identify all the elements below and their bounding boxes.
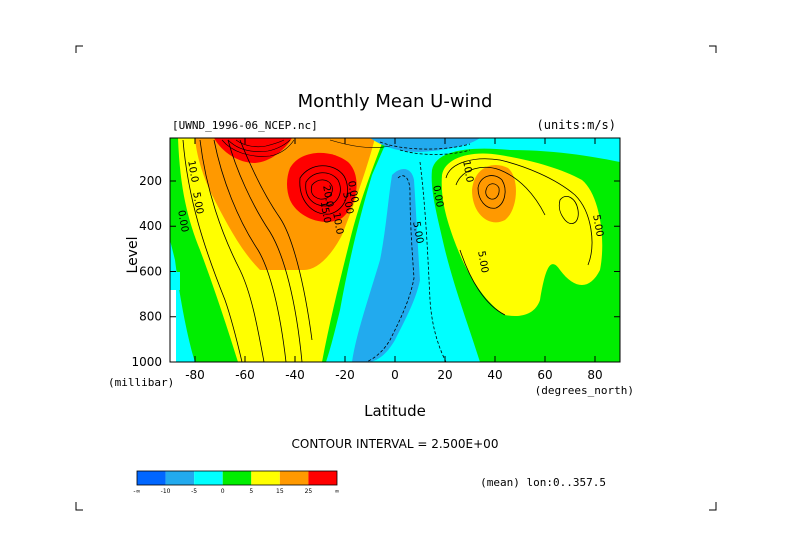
x-tick-label: -40 [285, 368, 305, 382]
contour-labels: 10.05.000.0020.015.010.05.000.005.000.00… [175, 160, 605, 274]
x-tick-label: -80 [185, 368, 205, 382]
x-tick-label: -20 [335, 368, 355, 382]
contour-interval: CONTOUR INTERVAL = 2.500E+00 [292, 437, 499, 451]
contour-label: 10.0 [460, 160, 475, 184]
x-axis-label: Latitude [364, 402, 426, 420]
colorbar-swatch [222, 471, 252, 485]
y-axis: 200 400 600 800 1000 [131, 174, 620, 369]
mean-note: (mean) lon:0..357.5 [480, 476, 606, 489]
colorbar-swatch [194, 471, 223, 485]
colorbar-label: -5 [191, 488, 197, 495]
chart-title: Monthly Mean U-wind [298, 91, 493, 112]
x-tick-label: 40 [487, 368, 502, 382]
y-tick-label: 1000 [131, 355, 162, 369]
x-tick-label: 60 [537, 368, 552, 382]
contour-label: 15.0 [318, 200, 333, 224]
x-axis-units: (degrees_north) [535, 384, 634, 397]
y-tick-label: 800 [139, 310, 162, 324]
contour-negative-isolines [365, 141, 471, 362]
band-minus-5-tropics [352, 168, 420, 362]
colorbar-label: 25 [305, 488, 313, 495]
contour-label: 20.0 [320, 184, 335, 208]
colorbar-frame [136, 470, 338, 486]
y-tick-label: 400 [139, 219, 162, 233]
corner-marks [75, 45, 717, 511]
y-axis-units: (millibar) [108, 376, 174, 389]
x-tick-label: 80 [587, 368, 602, 382]
contour-label: 0.00 [345, 180, 360, 204]
colorbar-swatch [308, 471, 337, 485]
colorbar-swatch [137, 471, 166, 485]
colorbar-label: 15 [276, 488, 284, 495]
colorbar-label: 5 [249, 488, 253, 495]
x-tick-label: 20 [437, 368, 452, 382]
missing-data [170, 288, 176, 362]
colorbar: -∞ -10 -5 0 5 15 25 ∞ [133, 470, 340, 495]
colorbar-swatch [279, 471, 309, 485]
contour-label: 10.0 [185, 160, 200, 184]
units-label: (units:m/s) [537, 118, 616, 132]
x-tick-label: 0 [391, 368, 399, 382]
x-tick-label: -60 [235, 368, 255, 382]
upper-dense-contours [221, 139, 391, 157]
colorbar-label: -10 [161, 488, 171, 495]
band-over-25-jet [287, 152, 357, 222]
missing-data-edge [170, 272, 180, 290]
colorbar-label: -∞ [133, 488, 140, 495]
x-axis: -80 -60 -40 -20 0 20 40 60 80 [185, 138, 603, 382]
contour-field [170, 138, 620, 362]
dataset-label: [UWND_1996-06_NCEP.nc] [172, 119, 318, 132]
colorbar-swatch [165, 471, 195, 485]
contour-label: 5.00 [475, 250, 490, 274]
y-axis-label: Level [125, 237, 141, 274]
contour-label: 5.00 [590, 214, 605, 238]
band-15-25-north [472, 164, 516, 223]
contour-label: 5.00 [340, 191, 355, 215]
band-minus-5-upper [370, 138, 480, 152]
colorbar-label: 0 [221, 488, 225, 495]
contour-label: 0.00 [430, 184, 445, 208]
contour-label: 10.0 [330, 212, 345, 236]
contour-label: 5.00 [410, 221, 425, 245]
colorbar-label: ∞ [335, 488, 340, 495]
contour-label: 0.00 [175, 209, 190, 233]
contour-isolines [182, 139, 593, 362]
y-tick-label: 600 [139, 264, 162, 278]
y-tick-label: 200 [139, 174, 162, 188]
contour-label: 5.00 [190, 191, 205, 215]
colorbar-swatch [251, 471, 280, 485]
